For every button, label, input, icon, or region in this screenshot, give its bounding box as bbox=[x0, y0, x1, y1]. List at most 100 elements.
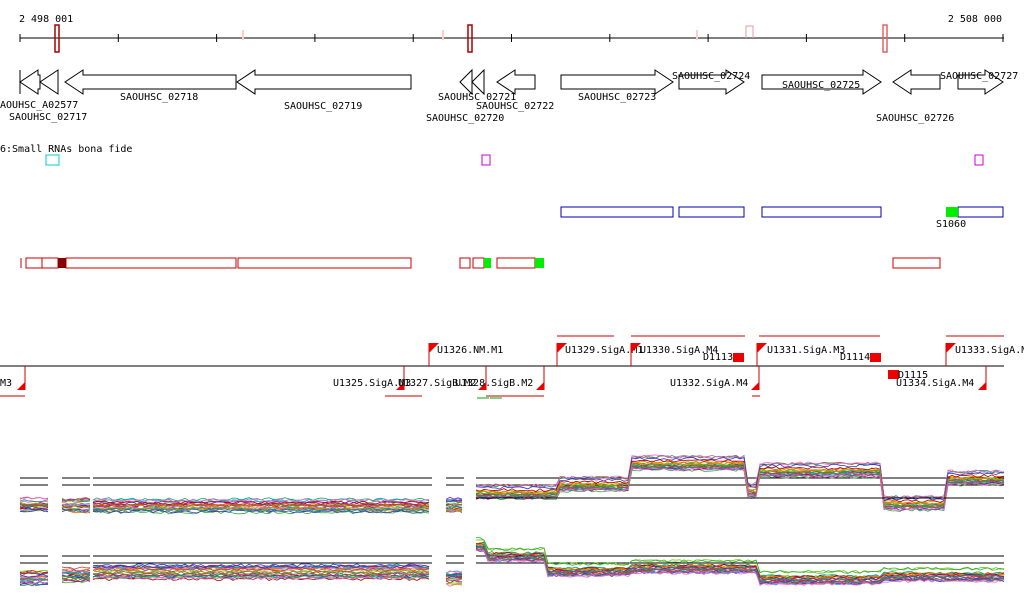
promoter-flag bbox=[478, 382, 486, 390]
ruler-marker bbox=[882, 24, 888, 53]
expr-line bbox=[475, 549, 1005, 585]
gene-label: SAOUHSC_02725 bbox=[782, 80, 860, 91]
terminator-label: D1115 bbox=[898, 370, 928, 381]
expr-line bbox=[61, 579, 91, 583]
expr-line bbox=[445, 506, 463, 510]
gene-label: SAOUHSC_02718 bbox=[120, 92, 198, 103]
feature-label: S1060 bbox=[936, 219, 966, 230]
feature-box bbox=[58, 258, 66, 268]
expr-line bbox=[92, 501, 430, 505]
promoter-label: U1329.SigA.M1 bbox=[565, 345, 643, 356]
gene-arrow bbox=[64, 69, 237, 95]
expr-line bbox=[475, 456, 1005, 501]
expr-line bbox=[445, 498, 463, 503]
expr-line bbox=[19, 502, 49, 506]
promoter-flag bbox=[978, 382, 986, 390]
promoter-label: U1332.SigA.M4 bbox=[670, 378, 748, 389]
feature-box bbox=[892, 257, 941, 269]
feature-box bbox=[484, 258, 491, 268]
promoter-label: U1325.SigA.M3 bbox=[333, 378, 411, 389]
expr-line bbox=[92, 577, 430, 581]
feature-box bbox=[560, 206, 674, 218]
expr-line bbox=[92, 570, 430, 575]
ruler-marker bbox=[467, 24, 473, 53]
feature-box bbox=[946, 207, 958, 217]
promoter-label: U1327.SigB.M2 bbox=[398, 378, 476, 389]
expr-line bbox=[61, 577, 91, 582]
expr-line bbox=[61, 499, 91, 503]
expr-line bbox=[92, 506, 429, 511]
expr-line bbox=[92, 569, 430, 574]
expr-line bbox=[92, 503, 430, 508]
terminator-box bbox=[870, 353, 881, 362]
expr-line bbox=[61, 569, 91, 573]
expr-line bbox=[445, 507, 463, 512]
gene-label: SAOUHSC_02726 bbox=[876, 113, 954, 124]
ruler-marker bbox=[745, 25, 754, 38]
promoter-flag bbox=[429, 343, 439, 353]
expr-line bbox=[19, 497, 49, 500]
promoter-flag bbox=[396, 382, 404, 390]
gene-label: SAOUHSC_02719 bbox=[284, 101, 362, 112]
expr-line bbox=[19, 578, 49, 582]
gene-arrow bbox=[957, 69, 1004, 95]
expr-line bbox=[475, 539, 1005, 574]
gene-arrow bbox=[19, 69, 41, 95]
track-title: 6:Small RNAs bona fide bbox=[0, 144, 132, 155]
expr-line bbox=[92, 506, 430, 511]
gene-arrow bbox=[496, 69, 536, 95]
expr-line bbox=[92, 509, 430, 514]
promoter-flag bbox=[536, 382, 544, 390]
expr-line bbox=[445, 508, 463, 512]
promoter-flag bbox=[631, 343, 641, 353]
gene-arrow bbox=[471, 68, 485, 96]
expr-line bbox=[61, 497, 91, 501]
gene-arrow bbox=[560, 69, 674, 95]
expr-line bbox=[445, 496, 463, 500]
gene-label: SAOUHSC_02720 bbox=[426, 113, 504, 124]
gene-label: SAOUHSC_02721 bbox=[438, 92, 516, 103]
promoter-label: U1328.SigB.M2 bbox=[455, 378, 533, 389]
gene-arrow bbox=[459, 68, 473, 96]
promoter-label: U1333.SigA.M4 bbox=[955, 345, 1024, 356]
expr-line bbox=[19, 572, 49, 576]
gene-label: SAOUHSC_02724 bbox=[672, 71, 750, 82]
expr-line bbox=[61, 508, 91, 511]
feature-box bbox=[459, 257, 471, 269]
feature-box bbox=[678, 206, 745, 218]
promoter-flag bbox=[757, 343, 767, 353]
ruler-end: 2 508 000 bbox=[948, 14, 1002, 25]
srna-box bbox=[481, 154, 491, 166]
expr-line bbox=[61, 576, 91, 580]
expr-line bbox=[19, 580, 49, 585]
terminator-label: D1113 bbox=[703, 352, 733, 363]
gene-label: SAOUHSC_A02577 bbox=[0, 100, 78, 111]
expr-line bbox=[92, 563, 430, 568]
expr-line bbox=[92, 508, 430, 512]
gene-label: SAOUHSC_02722 bbox=[476, 101, 554, 112]
feature-box bbox=[761, 206, 882, 218]
expr-line bbox=[19, 506, 49, 511]
expr-line bbox=[445, 577, 463, 580]
expr-line bbox=[61, 574, 91, 578]
promoter-label: U1334.SigA.M4 bbox=[896, 378, 974, 389]
promoter-label: U1330.SigA.M4 bbox=[640, 345, 718, 356]
expr-line bbox=[445, 583, 463, 586]
expr-line bbox=[61, 505, 91, 509]
gene-label: SAOUHSC_02727 bbox=[940, 71, 1018, 82]
expr-line bbox=[445, 573, 463, 577]
expr-line bbox=[61, 569, 91, 573]
terminator-box bbox=[733, 353, 744, 362]
terminator-label: D1114 bbox=[840, 352, 870, 363]
gene-arrow bbox=[892, 69, 941, 95]
srna-box bbox=[45, 154, 60, 166]
expr-line bbox=[445, 503, 463, 506]
expr-line bbox=[19, 570, 49, 575]
expr-line bbox=[92, 576, 430, 581]
expr-line bbox=[92, 564, 430, 569]
expr-line bbox=[475, 459, 1005, 503]
gene-arrow bbox=[761, 69, 882, 95]
expr-line bbox=[475, 543, 1005, 580]
expr-line bbox=[445, 573, 463, 577]
